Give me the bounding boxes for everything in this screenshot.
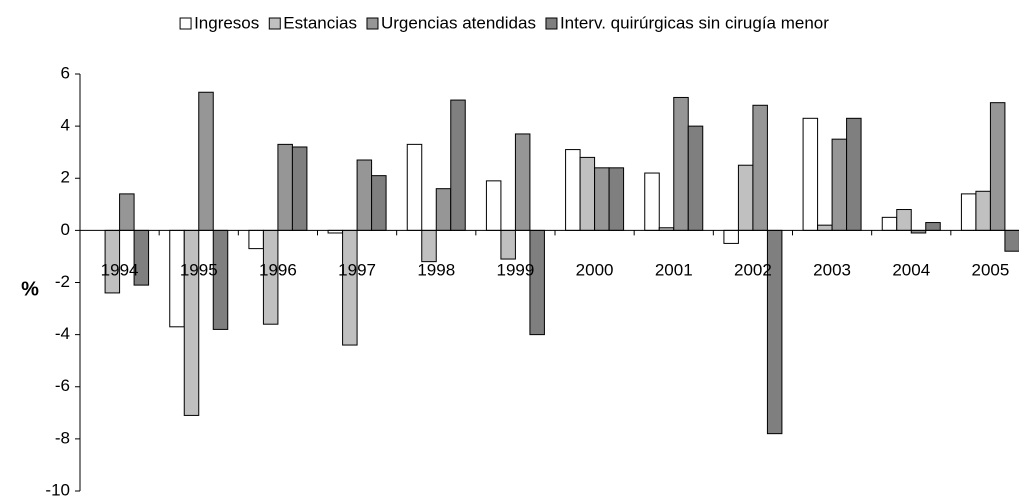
bar [802,117,819,231]
bar [356,159,373,231]
bar [687,125,704,231]
bar [817,224,833,231]
y-tick-label: -4 [55,324,70,343]
legend-swatch [268,17,281,30]
x-tick-label: 2005 [972,260,1010,279]
bar [248,229,264,250]
bar [960,193,977,231]
y-tick-label: 4 [61,116,70,135]
bar [594,167,610,231]
legend-label: Estancias [283,13,357,32]
legend-label: Urgencias atendidas [381,13,536,32]
bar [212,229,229,330]
bar [119,193,135,231]
bar [1004,229,1019,252]
bar [277,143,293,231]
y-tick-label: -2 [55,272,70,291]
bar [291,146,308,231]
legend-label: Interv. quirúrgicas sin cirugía menor [560,13,829,32]
bar [450,99,466,231]
bar [406,143,423,231]
bar [896,209,912,231]
bar [529,229,545,336]
bar [925,222,941,231]
x-tick-label: 1994 [101,260,139,279]
bar [737,164,754,231]
bar [989,102,1006,231]
x-tick-label: 2004 [892,260,930,279]
legend-swatch [545,17,558,30]
y-tick-label: -10 [45,480,70,499]
bar [198,91,214,231]
bar [831,138,848,231]
x-tick-label: 1995 [180,260,218,279]
bar [183,229,200,416]
bar [975,190,991,231]
y-tick-label: 0 [61,220,70,239]
bar [371,175,387,231]
bar [723,229,739,244]
y-tick-label: 6 [61,63,70,82]
legend-swatch [179,17,192,30]
bar [500,229,516,260]
bar [579,156,596,231]
y-tick-label: -6 [55,376,70,395]
y-tick-label: -8 [55,428,70,447]
bar [421,229,437,263]
bar [514,133,531,231]
legend-label: Ingresos [194,13,259,32]
bar [881,216,898,231]
x-tick-label: 2003 [813,260,851,279]
bar [565,149,581,231]
bar [342,229,358,346]
legend-swatch [366,17,379,30]
x-tick-label: 2001 [655,260,693,279]
x-tick-label: 1996 [259,260,297,279]
bar [673,96,689,231]
x-tick-label: 1999 [497,260,535,279]
x-tick-label: 2000 [576,260,614,279]
x-tick-label: 1998 [417,260,455,279]
bar [485,180,502,231]
bar [644,172,660,231]
x-tick-label: 2002 [734,260,772,279]
bar [846,117,862,231]
y-tick-label: 2 [61,168,70,187]
bar [435,188,452,231]
x-tick-label: 1997 [338,260,376,279]
bar [752,104,768,231]
bar [608,167,625,231]
y-axis-label: % [21,278,39,300]
